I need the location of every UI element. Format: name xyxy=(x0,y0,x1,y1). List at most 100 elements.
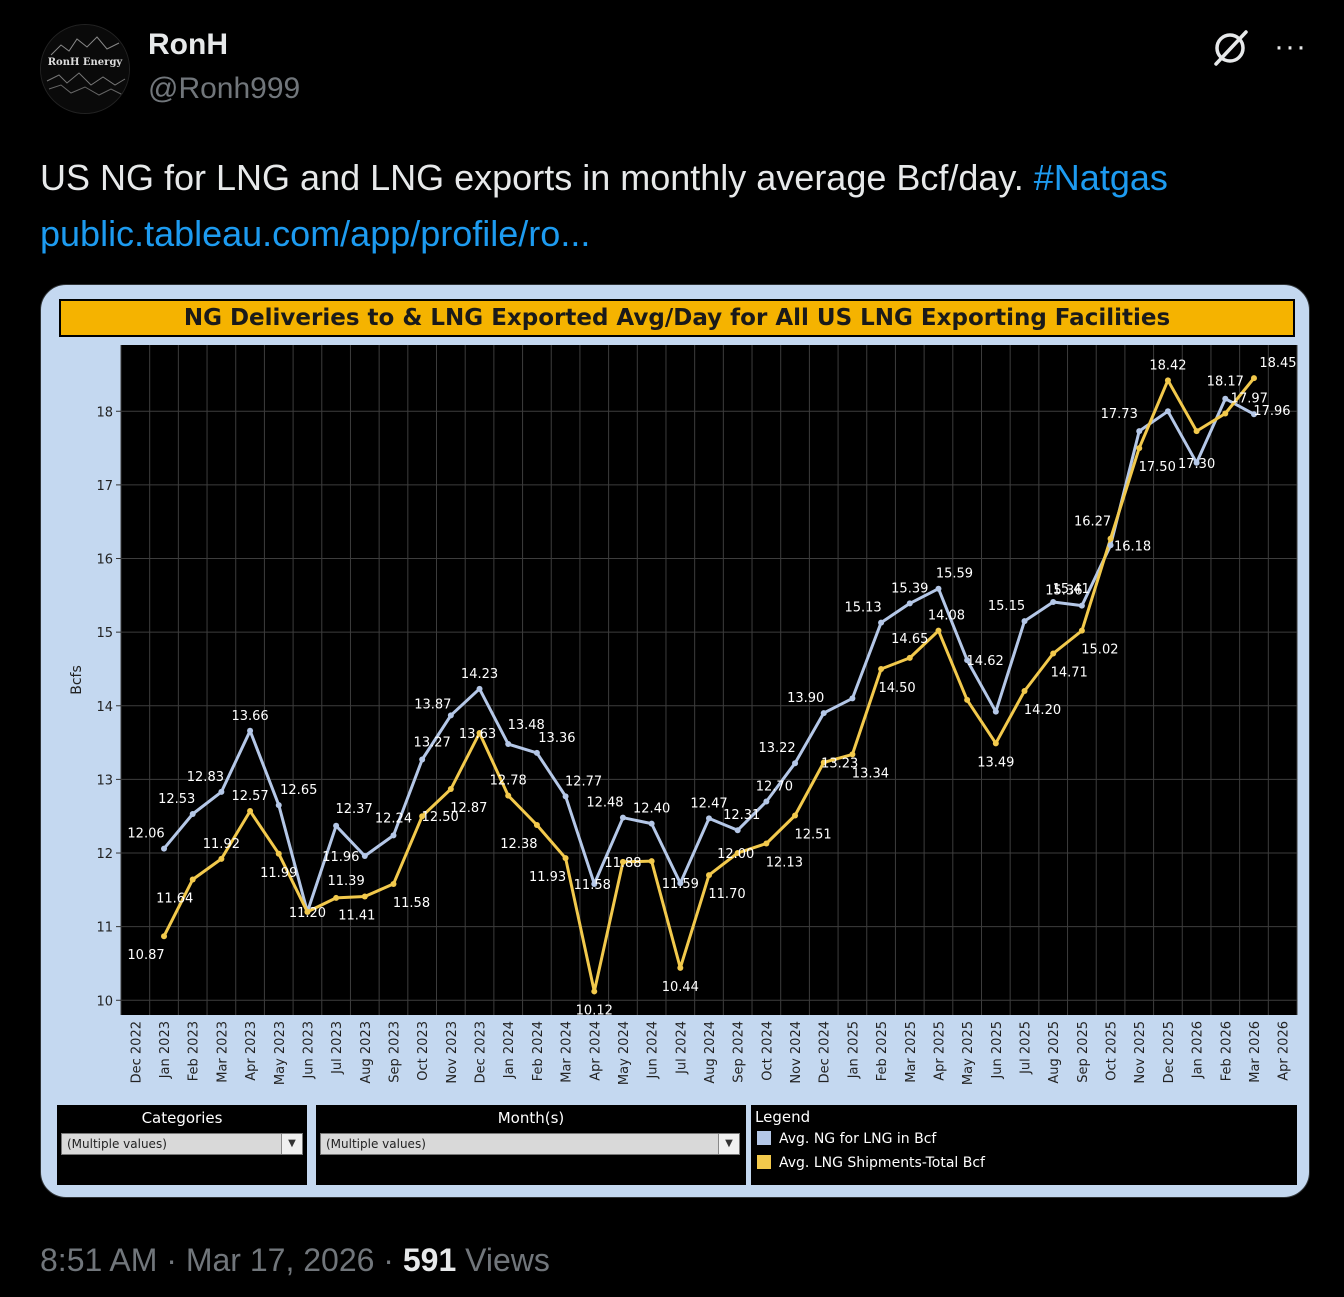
grok-icon[interactable] xyxy=(1208,26,1252,70)
lng-series-point xyxy=(619,858,626,865)
ng-series-data-label: 12.70 xyxy=(756,779,793,794)
y-tick-label: 16 xyxy=(96,553,113,568)
legend-item-lng[interactable]: Avg. LNG Shipments-Total Bcf xyxy=(757,1155,985,1171)
ng-series-point xyxy=(1250,411,1257,418)
ng-series-data-label: 13.48 xyxy=(508,718,545,733)
lng-series-point xyxy=(1021,688,1028,695)
x-tick-label: Jul 2024 xyxy=(674,1021,689,1075)
ng-series-data-label: 11.96 xyxy=(322,850,359,865)
lng-series-data-label: 12.50 xyxy=(422,810,459,825)
lng-series-point xyxy=(820,759,827,766)
ng-series-point xyxy=(1136,428,1143,435)
lng-series-data-label: 14.08 xyxy=(928,609,965,624)
lng-series-data-label: 12.57 xyxy=(231,789,268,804)
x-tick-label: Apr 2024 xyxy=(588,1021,603,1081)
tweet-image[interactable]: NG Deliveries to & LNG Exported Avg/Day … xyxy=(40,284,1310,1198)
ng-series-data-label: 15.36 xyxy=(1045,584,1082,599)
categories-title: Categories xyxy=(141,1109,223,1127)
lng-series-point xyxy=(992,740,999,747)
ng-series-data-label: 13.90 xyxy=(787,691,824,706)
x-tick-label: Jan 2025 xyxy=(846,1021,861,1079)
ng-series-point xyxy=(763,798,770,805)
y-tick-label: 12 xyxy=(96,847,113,862)
ng-series-point xyxy=(218,788,225,795)
lng-series-point xyxy=(591,988,598,995)
ng-series-point xyxy=(935,585,942,592)
tweet-date[interactable]: Mar 17, 2026 xyxy=(185,1242,375,1278)
ng-series-data-label: 12.37 xyxy=(336,802,373,817)
ng-series-data-label: 15.41 xyxy=(1053,582,1090,597)
lng-series-point xyxy=(304,908,311,915)
x-tick-label: May 2023 xyxy=(273,1021,288,1085)
lng-series-point xyxy=(533,822,540,829)
ng-series-point xyxy=(505,741,512,748)
lng-series-point xyxy=(1250,375,1257,382)
ng-series-point xyxy=(849,695,856,702)
lng-series-point xyxy=(964,696,971,703)
ng-series-data-label: 12.77 xyxy=(565,774,602,789)
x-tick-label: Dec 2024 xyxy=(818,1021,833,1083)
lng-series-point xyxy=(1107,535,1114,542)
lng-series-data-label: 12.00 xyxy=(717,847,754,862)
ng-series-point xyxy=(476,685,483,692)
lng-series-data-label: 10.12 xyxy=(576,1003,613,1018)
lng-series-point xyxy=(648,858,655,865)
hashtag-link[interactable]: #Natgas xyxy=(1033,157,1168,198)
tweet-time[interactable]: 8:51 AM xyxy=(40,1242,158,1278)
x-tick-label: Jan 2024 xyxy=(502,1021,517,1079)
ng-series-data-label: 13.66 xyxy=(231,709,268,724)
lng-series-point xyxy=(447,785,454,792)
author-name[interactable]: RonH xyxy=(148,28,228,61)
ng-series-point xyxy=(906,600,913,607)
legend-swatch-ng xyxy=(757,1131,771,1145)
tweet-footer: 8:51 AM · Mar 17, 2026 · 591 Views xyxy=(40,1242,550,1279)
lng-series-data-label: 12.38 xyxy=(500,837,537,852)
x-tick-label: May 2025 xyxy=(961,1021,976,1085)
x-tick-label: Jun 2023 xyxy=(301,1021,316,1080)
lng-series-point xyxy=(361,893,368,900)
more-options-icon[interactable]: ··· xyxy=(1274,30,1307,63)
x-tick-label: Sep 2024 xyxy=(732,1021,747,1083)
lng-series-point xyxy=(1164,377,1171,384)
x-tick-label: Feb 2024 xyxy=(531,1021,546,1081)
ng-series-data-label: 13.36 xyxy=(538,731,575,746)
ng-series-point xyxy=(562,793,569,800)
tweet-text: US NG for LNG and LNG exports in monthly… xyxy=(40,150,1310,262)
url-link[interactable]: public.tableau.com/app/profile/ro... xyxy=(40,213,591,254)
x-tick-label: Mar 2025 xyxy=(904,1021,919,1083)
ng-series-data-label: 12.65 xyxy=(280,783,317,798)
ng-series-point xyxy=(706,815,712,822)
legend-item-ng[interactable]: Avg. NG for LNG in Bcf xyxy=(757,1131,936,1147)
legend-label-lng: Avg. LNG Shipments-Total Bcf xyxy=(779,1155,985,1171)
months-dropdown[interactable]: (Multiple values) ▼ xyxy=(320,1133,740,1155)
lng-series-data-label: 12.87 xyxy=(450,801,487,816)
lng-series-point xyxy=(1050,650,1057,657)
chevron-down-icon[interactable]: ▼ xyxy=(718,1134,739,1154)
lng-series-point xyxy=(189,876,196,883)
x-tick-label: Feb 2023 xyxy=(187,1021,202,1081)
legend-swatch-lng xyxy=(757,1155,771,1169)
lng-series-point xyxy=(677,964,684,971)
ng-series-data-label: 14.62 xyxy=(967,654,1004,669)
ng-series-point xyxy=(734,827,741,834)
views-label: Views xyxy=(465,1242,550,1278)
lng-series-data-label: 12.13 xyxy=(766,855,803,870)
ng-series-point xyxy=(533,749,540,756)
ng-series-point xyxy=(189,811,196,817)
ng-series-point xyxy=(1107,542,1114,549)
ng-series-data-label: 15.15 xyxy=(988,599,1025,614)
ng-series-point xyxy=(419,756,426,763)
months-value: (Multiple values) xyxy=(326,1137,426,1151)
chevron-down-icon[interactable]: ▼ xyxy=(281,1134,302,1154)
lng-series-data-label: 14.71 xyxy=(1051,665,1088,680)
x-tick-label: Dec 2022 xyxy=(129,1021,144,1083)
ng-series-point xyxy=(820,710,827,717)
ng-series-point xyxy=(447,712,454,719)
ng-series-data-label: 12.24 xyxy=(375,811,412,826)
author-handle[interactable]: @Ronh999 xyxy=(148,72,301,105)
lng-series-point xyxy=(935,627,942,634)
ng-series-point xyxy=(964,657,971,664)
categories-dropdown[interactable]: (Multiple values) ▼ xyxy=(61,1133,303,1155)
lng-series-data-label: 14.20 xyxy=(1024,703,1061,718)
avatar[interactable]: RonH Energy xyxy=(40,24,130,114)
